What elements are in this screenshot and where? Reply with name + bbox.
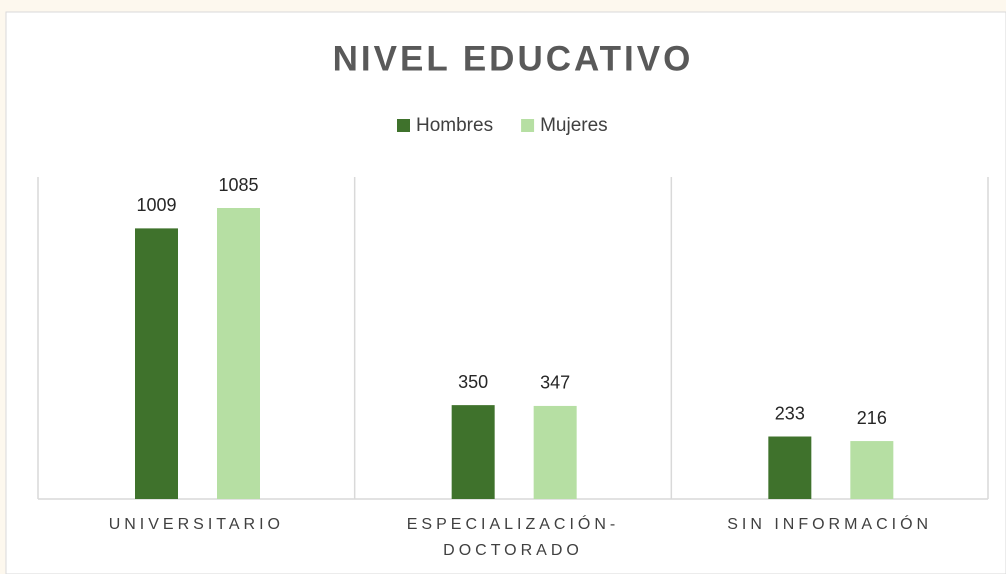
legend-label: Mujeres xyxy=(540,115,608,136)
data-label: 347 xyxy=(540,373,570,393)
data-label: 350 xyxy=(458,372,488,392)
legend-swatch xyxy=(521,119,535,132)
data-label: 1085 xyxy=(218,175,258,195)
bar xyxy=(135,228,178,499)
bar xyxy=(533,405,577,499)
x-tick-label: SIN INFORMACIÓN xyxy=(727,516,933,533)
bar xyxy=(768,436,812,499)
chart-title: NIVEL EDUCATIVO xyxy=(333,39,694,78)
bar xyxy=(451,405,495,499)
x-tick-label: ESPECIALIZACIÓN-DOCTORADO xyxy=(406,516,620,559)
x-tick-label: UNIVERSITARIO xyxy=(108,516,284,533)
data-label: 216 xyxy=(857,408,887,428)
legend-swatch xyxy=(397,119,410,132)
data-label: 1009 xyxy=(136,195,176,215)
data-label: 233 xyxy=(775,403,805,423)
legend-label: Hombres xyxy=(416,115,493,136)
bar xyxy=(850,441,894,499)
bar xyxy=(217,208,260,499)
